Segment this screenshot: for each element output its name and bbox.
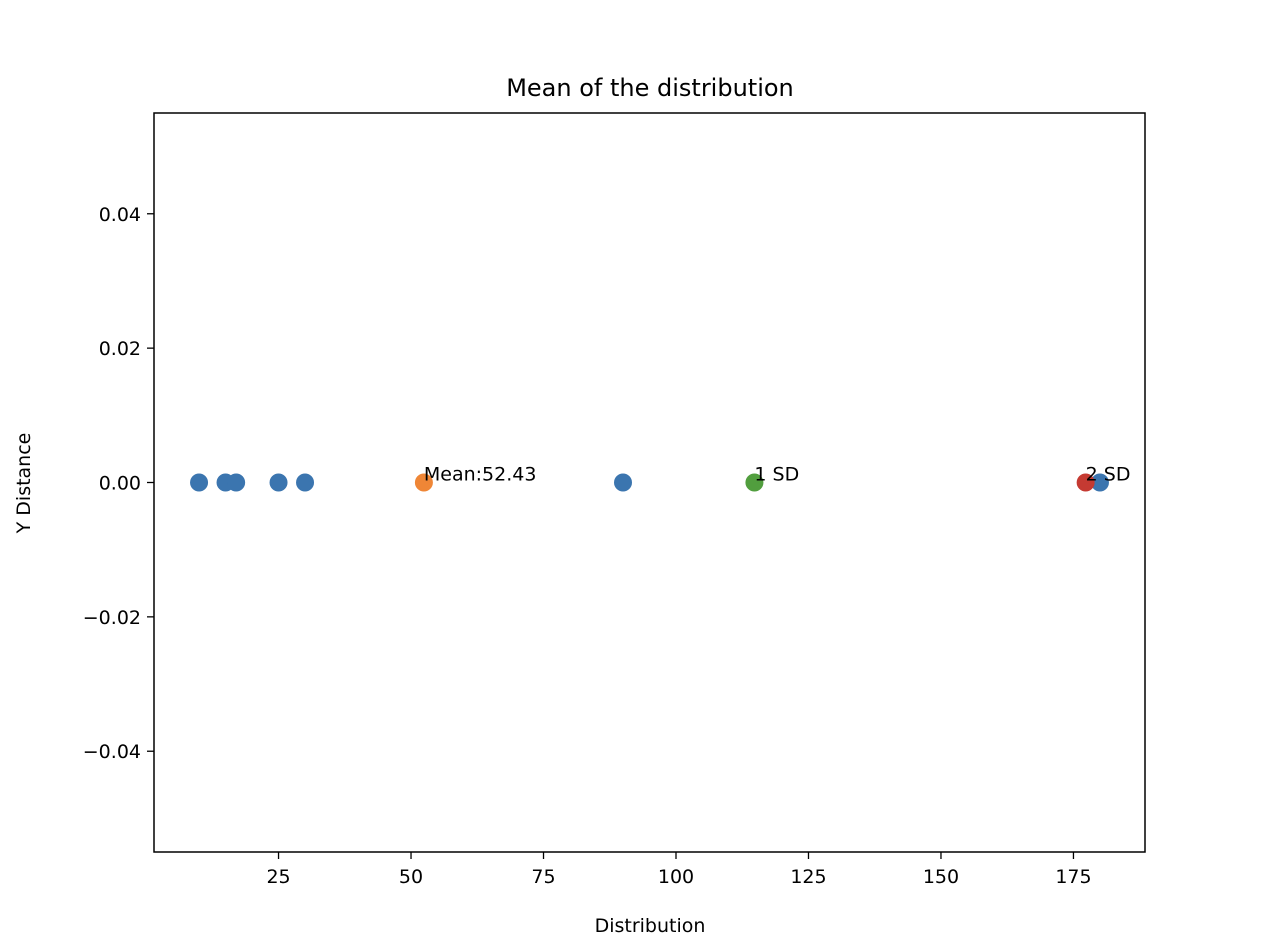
data-point <box>269 473 288 492</box>
y-tick-label: 0.00 <box>99 473 141 495</box>
data-point <box>745 473 764 492</box>
y-tick-label: 0.02 <box>99 338 141 360</box>
data-point <box>414 473 433 492</box>
x-tick-label: 175 <box>1055 866 1091 888</box>
data-point <box>227 473 246 492</box>
plot-area-frame <box>153 112 1146 853</box>
data-point <box>296 473 315 492</box>
y-axis-label: Y Distance <box>13 433 35 535</box>
data-point <box>614 473 633 492</box>
y-tick-label: −0.02 <box>83 607 141 629</box>
data-point <box>1090 473 1109 492</box>
x-tick-label: 75 <box>531 866 555 888</box>
x-tick-label: 150 <box>923 866 959 888</box>
x-tick-label: 50 <box>399 866 423 888</box>
x-tick-label: 125 <box>790 866 826 888</box>
data-point <box>1076 473 1095 492</box>
chart-title: Mean of the distribution <box>506 74 794 102</box>
annotation-label: Mean:52.43 <box>424 464 537 486</box>
x-axis-label: Distribution <box>595 915 706 937</box>
x-tick-label: 100 <box>658 866 694 888</box>
annotation-label: 2 SD <box>1086 464 1131 486</box>
data-point <box>190 473 209 492</box>
annotation-label: 1 SD <box>754 464 799 486</box>
y-tick-label: −0.04 <box>83 741 141 763</box>
x-tick-label: 25 <box>266 866 290 888</box>
y-tick-label: 0.04 <box>99 204 141 226</box>
